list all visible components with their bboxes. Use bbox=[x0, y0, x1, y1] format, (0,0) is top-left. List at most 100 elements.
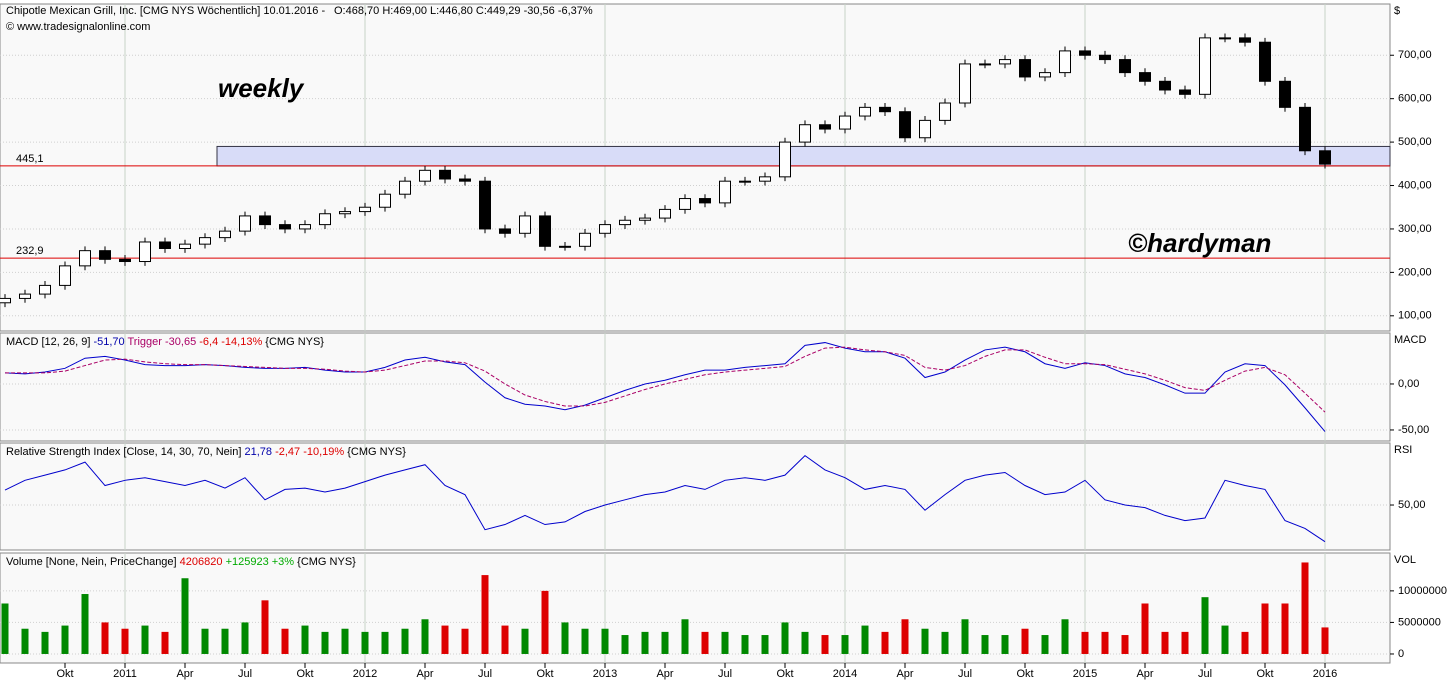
x-tick-label: Okt bbox=[296, 668, 313, 680]
volume-bar bbox=[321, 631, 329, 654]
volume-bar bbox=[61, 625, 69, 654]
volume-bar bbox=[281, 628, 289, 654]
volume-bar bbox=[1021, 628, 1029, 654]
volume-bar bbox=[1321, 627, 1329, 654]
candle-body bbox=[379, 193, 391, 208]
y-tick-label: 600,00 bbox=[1398, 93, 1432, 105]
legend-entry: MACD [12, 26, 9] bbox=[6, 336, 90, 348]
volume-bar bbox=[841, 635, 849, 654]
candle-body bbox=[679, 198, 691, 210]
volume-bar bbox=[701, 631, 709, 654]
volume-bar bbox=[761, 635, 769, 654]
candle-body bbox=[1239, 37, 1251, 43]
candle-body bbox=[539, 215, 551, 247]
indicator-line bbox=[4, 342, 1326, 432]
volume-bar bbox=[1041, 635, 1049, 654]
candle-body bbox=[199, 237, 211, 245]
candle-body bbox=[739, 180, 751, 183]
legend-entry: -6,4 -14,13% bbox=[199, 336, 262, 348]
candle-body bbox=[259, 215, 271, 226]
candle-body bbox=[119, 258, 131, 263]
candle-body bbox=[19, 293, 31, 299]
legend-entry: {CMG NYS} bbox=[297, 556, 356, 568]
candle-body bbox=[1119, 59, 1131, 74]
volume-bar bbox=[621, 635, 629, 654]
legend-entry: +125923 +3% bbox=[226, 556, 295, 568]
x-tick-label: Apr bbox=[176, 668, 193, 680]
volume-bar bbox=[641, 631, 649, 654]
x-tick-label: 2014 bbox=[833, 668, 857, 680]
candle-body bbox=[1159, 80, 1171, 91]
volume-bar bbox=[401, 628, 409, 654]
candle-body bbox=[1059, 50, 1071, 74]
volume-bar bbox=[801, 631, 809, 654]
x-tick-label: Jul bbox=[238, 668, 252, 680]
x-tick-label: Okt bbox=[1016, 668, 1033, 680]
candle-body bbox=[919, 119, 931, 139]
x-tick-label: Apr bbox=[1136, 668, 1153, 680]
volume-bar bbox=[981, 635, 989, 654]
candle-body bbox=[839, 115, 851, 130]
x-tick-label: Apr bbox=[896, 668, 913, 680]
volume-bar bbox=[1001, 635, 1009, 654]
y-tick-label: 5000000 bbox=[1398, 616, 1441, 628]
x-tick-label: Jul bbox=[958, 668, 972, 680]
support-label: 232,9 bbox=[16, 245, 44, 257]
legend-entry: 4206820 bbox=[180, 556, 223, 568]
candle-body bbox=[799, 124, 811, 143]
panel-legend: MACD [12, 26, 9] -51,70 Trigger -30,65 -… bbox=[6, 336, 324, 348]
candle-body bbox=[719, 180, 731, 204]
candle-body bbox=[519, 215, 531, 234]
legend-entry: {CMG NYS} bbox=[265, 336, 324, 348]
candle-body bbox=[1079, 50, 1091, 56]
candle-body bbox=[459, 178, 471, 182]
volume-bar bbox=[241, 622, 249, 654]
volume-bar bbox=[301, 625, 309, 654]
quote: O:468,70 H:469,00 L:446,80 C:449,29 -30,… bbox=[334, 5, 593, 17]
candle-body bbox=[559, 245, 571, 248]
candle-body bbox=[999, 59, 1011, 65]
y-tick-label: -50,00 bbox=[1398, 424, 1429, 436]
volume-bar bbox=[681, 619, 689, 654]
candle-body bbox=[699, 198, 711, 204]
candle-body bbox=[179, 243, 191, 249]
x-tick-label: Apr bbox=[656, 668, 673, 680]
candle-body bbox=[959, 63, 971, 104]
candle-body bbox=[0, 297, 11, 304]
candle-body bbox=[299, 224, 311, 230]
volume-bar bbox=[1241, 631, 1249, 654]
candle-body bbox=[159, 241, 171, 249]
volume-bar bbox=[561, 622, 569, 654]
candle-body bbox=[979, 63, 991, 66]
volume-bar bbox=[21, 628, 29, 654]
y-tick-label: 400,00 bbox=[1398, 179, 1432, 191]
volume-bar bbox=[961, 619, 969, 654]
candle-body bbox=[1199, 37, 1211, 95]
x-tick-label: 2012 bbox=[353, 668, 377, 680]
panel bbox=[0, 442, 1391, 551]
volume-bar bbox=[341, 628, 349, 654]
legend-entry: -2,47 -10,19% bbox=[275, 446, 344, 458]
volume-bar bbox=[661, 631, 669, 654]
volume-bar bbox=[481, 575, 489, 654]
volume-bar bbox=[821, 635, 829, 654]
axis-label: RSI bbox=[1394, 444, 1412, 456]
volume-bar bbox=[721, 631, 729, 654]
candle-body bbox=[779, 141, 791, 178]
axis-label: MACD bbox=[1394, 334, 1426, 346]
volume-bar bbox=[1121, 635, 1129, 654]
volume-bar bbox=[521, 628, 529, 654]
volume-bar bbox=[101, 622, 109, 654]
legend-entry: Volume [None, Nein, PriceChange] bbox=[6, 556, 177, 568]
volume-bar bbox=[181, 578, 189, 654]
volume-bar bbox=[1101, 631, 1109, 654]
volume-bar bbox=[1221, 625, 1229, 654]
volume-bar bbox=[1141, 603, 1149, 654]
volume-bar bbox=[861, 625, 869, 654]
candle-body bbox=[439, 169, 451, 180]
volume-bar bbox=[941, 631, 949, 654]
y-tick-label: 10000000 bbox=[1398, 585, 1447, 597]
y-tick-label: 700,00 bbox=[1398, 49, 1432, 61]
candle-body bbox=[599, 224, 611, 234]
